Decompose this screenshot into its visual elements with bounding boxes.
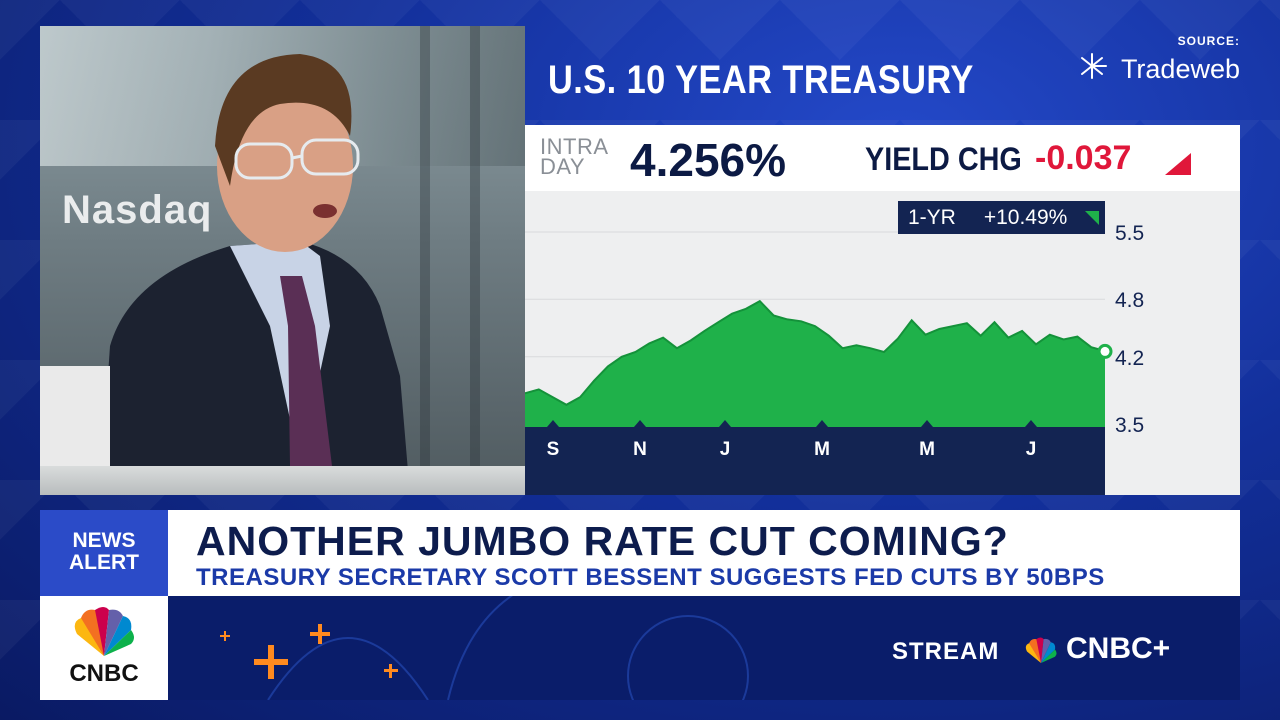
subheadline: TREASURY SECRETARY SCOTT BESSENT SUGGEST…	[196, 564, 1105, 591]
promo-bar: STREAM CNBC+	[168, 596, 1240, 700]
x-tick-marker	[547, 420, 559, 427]
x-tick-marker	[1025, 420, 1037, 427]
x-tick-label: J	[1026, 439, 1037, 460]
plot-area: 5.5 4.8 4.2 3.5 S N J M M J	[525, 191, 1240, 495]
x-tick-label: J	[720, 439, 731, 460]
y-tick-label: 4.2	[1115, 347, 1144, 370]
x-axis-band	[525, 427, 1105, 495]
tradeweb-logo-icon	[1081, 53, 1107, 79]
lower-third: NEWS ALERT ANOTHER JUMBO RATE CUT COMING…	[40, 510, 1240, 700]
source-brand-name: Tradeweb	[1120, 54, 1240, 84]
x-tick-label: M	[919, 439, 935, 460]
studio-desk	[40, 466, 525, 495]
yield-chart: 5.5 4.8 4.2 3.5 S N J M M J	[525, 222, 1144, 495]
yield-change-value: -0.037	[1035, 139, 1132, 177]
x-tick-label: S	[547, 439, 560, 460]
anchor-figure	[40, 54, 410, 495]
last-value-dot	[1097, 343, 1113, 359]
yield-price: 4.256%	[630, 134, 787, 186]
one-year-badge: 1-YR +10.49%	[898, 201, 1105, 234]
stream-brand-name: CNBC+	[1066, 632, 1171, 665]
y-tick-label: 5.5	[1115, 222, 1144, 245]
background-sign: Nasdaq	[62, 188, 213, 232]
peacock-logo-icon	[1025, 637, 1057, 663]
stream-brand: CNBC+	[1020, 632, 1200, 668]
up-triangle-icon	[1085, 211, 1099, 225]
y-tick-label: 3.5	[1115, 414, 1144, 437]
x-tick-marker	[816, 420, 828, 427]
x-tick-marker	[719, 420, 731, 427]
area-series-fill	[525, 301, 1105, 427]
stream-label: STREAM	[892, 638, 1000, 665]
source-label: SOURCE:	[1177, 34, 1240, 48]
chart-panel: INTRA DAY 4.256% YIELD CHG -0.037 5.5 4.8…	[525, 125, 1240, 495]
decor-graphics	[220, 596, 749, 700]
x-tick-label: M	[814, 439, 830, 460]
headline: ANOTHER JUMBO RATE CUT COMING?	[196, 518, 1009, 564]
y-tick-label: 4.8	[1115, 289, 1144, 312]
area-series-line	[525, 299, 1106, 406]
x-tick-label: N	[633, 439, 647, 460]
yield-change-label: YIELD CHG	[865, 141, 1022, 177]
source-brand: Tradeweb	[1080, 52, 1240, 88]
plus-decor-icon	[220, 624, 398, 679]
network-logo-box: CNBC	[40, 596, 168, 700]
x-tick-marker	[634, 420, 646, 427]
one-year-label: 1-YR	[908, 206, 956, 229]
studio-pillar	[470, 26, 480, 495]
headline-box: ANOTHER JUMBO RATE CUT COMING? TREASURY …	[168, 510, 1240, 596]
studio-pillar	[420, 26, 430, 495]
news-alert-tag: NEWS ALERT	[40, 510, 168, 596]
one-year-value: +10.49%	[983, 206, 1068, 229]
video-feed: Nasdaq	[40, 26, 525, 495]
network-name: CNBC	[69, 660, 139, 687]
chart-title: U.S. 10 YEAR TREASURY	[548, 58, 974, 102]
down-triangle-icon	[1165, 153, 1191, 175]
intraday-label: INTRA DAY	[540, 134, 609, 179]
ticker-row: INTRA DAY 4.256% YIELD CHG -0.037	[525, 125, 1240, 191]
x-tick-marker	[921, 420, 933, 427]
peacock-logo-icon	[74, 607, 134, 656]
